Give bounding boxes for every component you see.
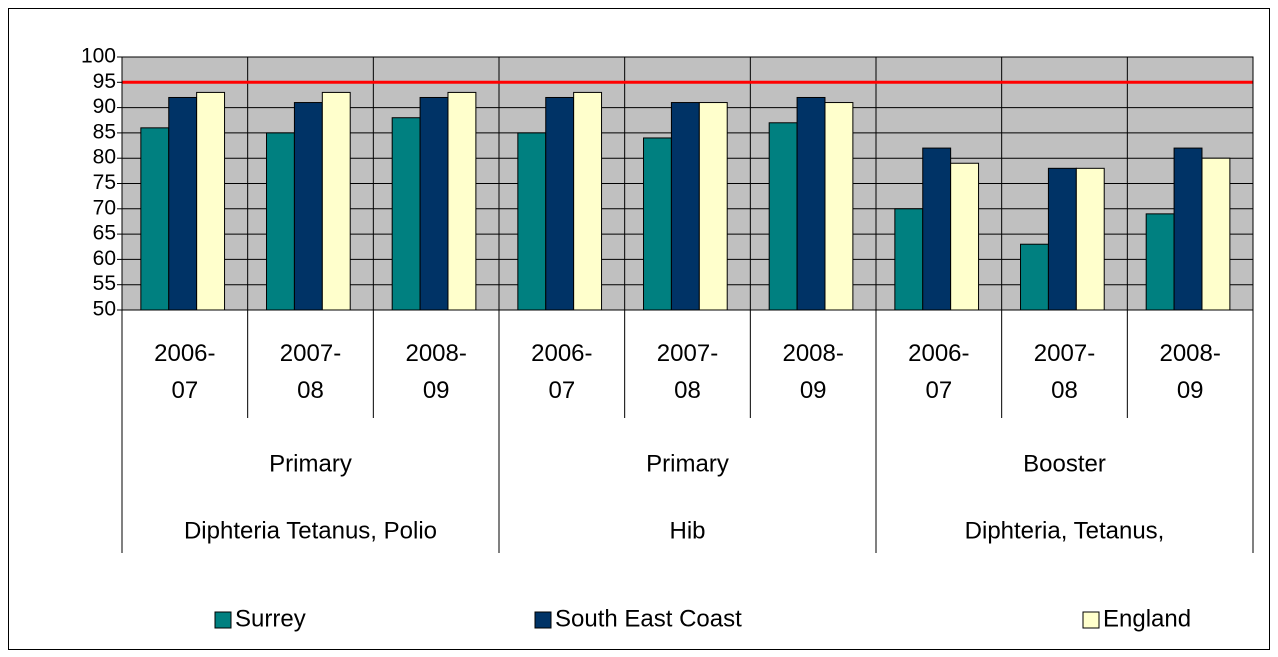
bar <box>391 117 421 311</box>
bar <box>922 147 952 311</box>
bar <box>1047 167 1077 311</box>
bar <box>824 102 854 311</box>
legend-label: South East Coast <box>555 605 742 632</box>
bar <box>1145 213 1175 311</box>
x-tick-label: 2008-09 <box>782 340 843 404</box>
legend-swatch <box>534 611 552 629</box>
group-label: Booster <box>1023 450 1106 477</box>
y-tick-label: 50 <box>93 298 116 321</box>
plot-border <box>121 56 1254 311</box>
y-tick-label: 95 <box>93 70 116 93</box>
y-tick-label: 90 <box>93 95 116 118</box>
group-label: Primary <box>646 450 729 477</box>
bar <box>1201 157 1231 311</box>
group-sublabel: Diphteria, Tetanus, <box>965 517 1165 544</box>
x-tick-label: 2006-07 <box>154 340 215 404</box>
group-sublabel: Hib <box>669 517 705 544</box>
bar <box>1173 147 1203 311</box>
bar <box>517 132 547 311</box>
legend-label: England <box>1103 605 1191 632</box>
y-tick-label: 55 <box>93 272 116 295</box>
x-tick-label: 2007-08 <box>280 340 341 404</box>
bar <box>140 127 170 311</box>
y-tick-label: 100 <box>81 45 116 68</box>
x-tick-label: 2008-09 <box>1159 340 1220 404</box>
y-tick-label: 70 <box>93 196 116 219</box>
y-tick-label: 80 <box>93 146 116 169</box>
group-sublabel: Diphteria Tetanus, Polio <box>184 517 437 544</box>
x-tick-label: 2007-08 <box>657 340 718 404</box>
legend-swatch <box>214 611 232 629</box>
bar <box>196 91 226 311</box>
x-tick-label: 2006-07 <box>908 340 969 404</box>
y-tick-label: 65 <box>93 222 116 245</box>
bar <box>670 102 700 311</box>
y-tick-label: 60 <box>93 247 116 270</box>
x-tick-label: 2006-07 <box>531 340 592 404</box>
bar <box>796 96 826 311</box>
bar <box>545 96 575 311</box>
bar <box>321 91 351 311</box>
group-label: Primary <box>269 450 352 477</box>
bar <box>894 208 924 311</box>
bar <box>447 91 477 311</box>
bar <box>1020 243 1049 311</box>
bar <box>266 132 295 311</box>
y-tick-label: 85 <box>93 120 116 143</box>
bar <box>1075 167 1105 311</box>
legend-swatch <box>1082 611 1100 629</box>
bar <box>293 102 323 311</box>
legend-label: Surrey <box>235 605 306 632</box>
bar <box>573 91 603 311</box>
bar <box>168 96 198 311</box>
y-tick-label: 75 <box>93 171 116 194</box>
bar <box>768 122 798 311</box>
bar <box>698 102 728 311</box>
x-tick-label: 2007-08 <box>1034 340 1095 404</box>
bar <box>950 162 980 311</box>
x-tick-label: 2008-09 <box>405 340 466 404</box>
bar <box>643 137 672 311</box>
bar <box>419 96 449 311</box>
